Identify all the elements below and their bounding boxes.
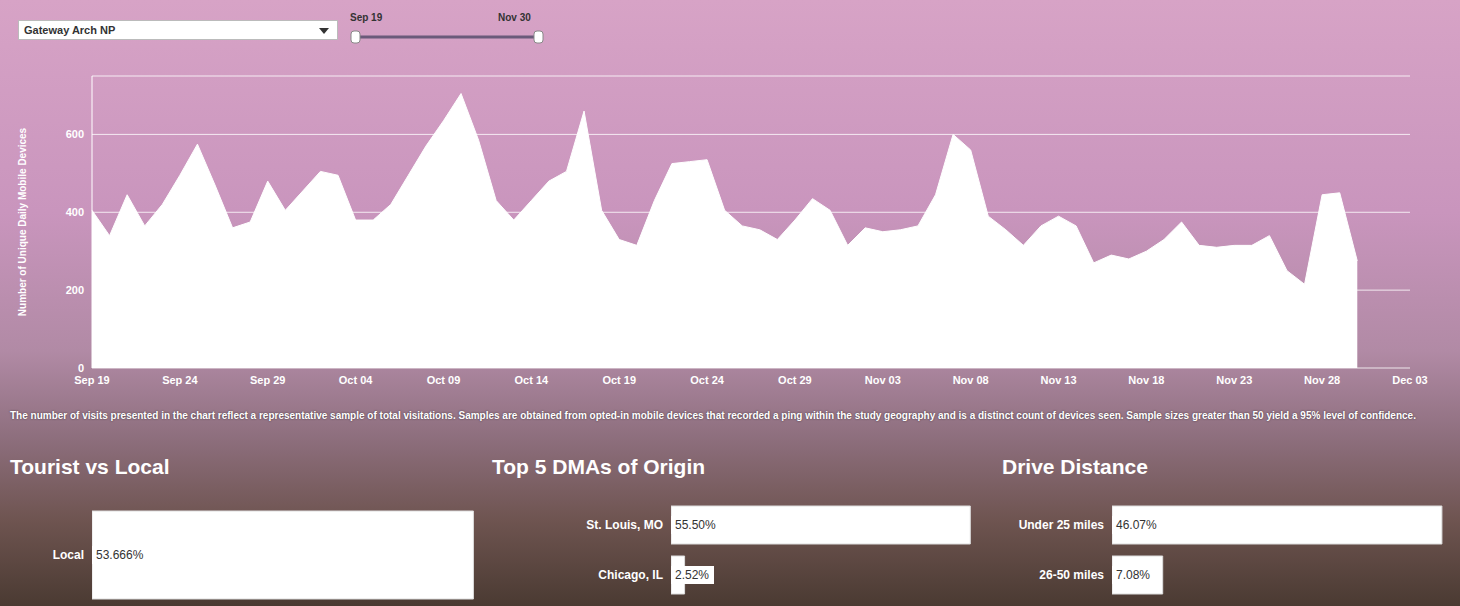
svg-text:2.52%: 2.52% [675, 568, 709, 582]
svg-text:Sep 29: Sep 29 [250, 374, 285, 386]
svg-text:Nov 18: Nov 18 [1128, 374, 1164, 386]
html-text:Tourist vs Local: Tourist vs Local [10, 455, 170, 478]
svg-text:Sep 19: Sep 19 [74, 374, 109, 386]
svg-text:Oct 04: Oct 04 [339, 374, 374, 386]
svg-text:Oct 14: Oct 14 [515, 374, 550, 386]
svg-text:Chicago, IL: Chicago, IL [598, 568, 663, 582]
svg-text:Number of Unique Daily Mobile: Number of Unique Daily Mobile Devices [17, 127, 28, 316]
svg-text:7.08%: 7.08% [1116, 568, 1150, 582]
svg-text:St. Louis, MO: St. Louis, MO [586, 518, 663, 532]
svg-text:Oct 19: Oct 19 [602, 374, 636, 386]
svg-text:200: 200 [66, 284, 84, 296]
svg-text:Oct 29: Oct 29 [778, 374, 812, 386]
svg-text:Nov 08: Nov 08 [953, 374, 989, 386]
svg-text:0: 0 [78, 362, 84, 374]
svg-text:Nov 03: Nov 03 [865, 374, 901, 386]
html-text:Top 5 DMAs of Origin: Top 5 DMAs of Origin [492, 455, 706, 478]
svg-text:53.666%: 53.666% [96, 548, 144, 562]
svg-text:Oct 24: Oct 24 [690, 374, 725, 386]
svg-text:Nov 28: Nov 28 [1304, 374, 1340, 386]
html-text:Drive Distance: Drive Distance [1002, 455, 1148, 478]
html-text:The number of visits presented: The number of visits presented in the ch… [10, 410, 1416, 421]
svg-text:400: 400 [66, 206, 84, 218]
html-text:Gateway Arch NP: Gateway Arch NP [24, 24, 116, 36]
svg-text:Dec 03: Dec 03 [1392, 374, 1427, 386]
svg-text:Under 25 miles: Under 25 miles [1019, 518, 1105, 532]
svg-text:Nov 13: Nov 13 [1040, 374, 1076, 386]
svg-text:26-50 miles: 26-50 miles [1039, 568, 1104, 582]
html-text:Sep 19: Sep 19 [350, 12, 383, 23]
svg-text:46.07%: 46.07% [1116, 518, 1157, 532]
svg-text:Local: Local [53, 548, 84, 562]
svg-text:55.50%: 55.50% [675, 518, 716, 532]
svg-text:Oct 09: Oct 09 [427, 374, 461, 386]
svg-text:Sep 24: Sep 24 [162, 374, 198, 386]
svg-text:Nov 23: Nov 23 [1216, 374, 1252, 386]
html-text:Nov 30: Nov 30 [498, 12, 531, 23]
svg-text:600: 600 [66, 128, 84, 140]
